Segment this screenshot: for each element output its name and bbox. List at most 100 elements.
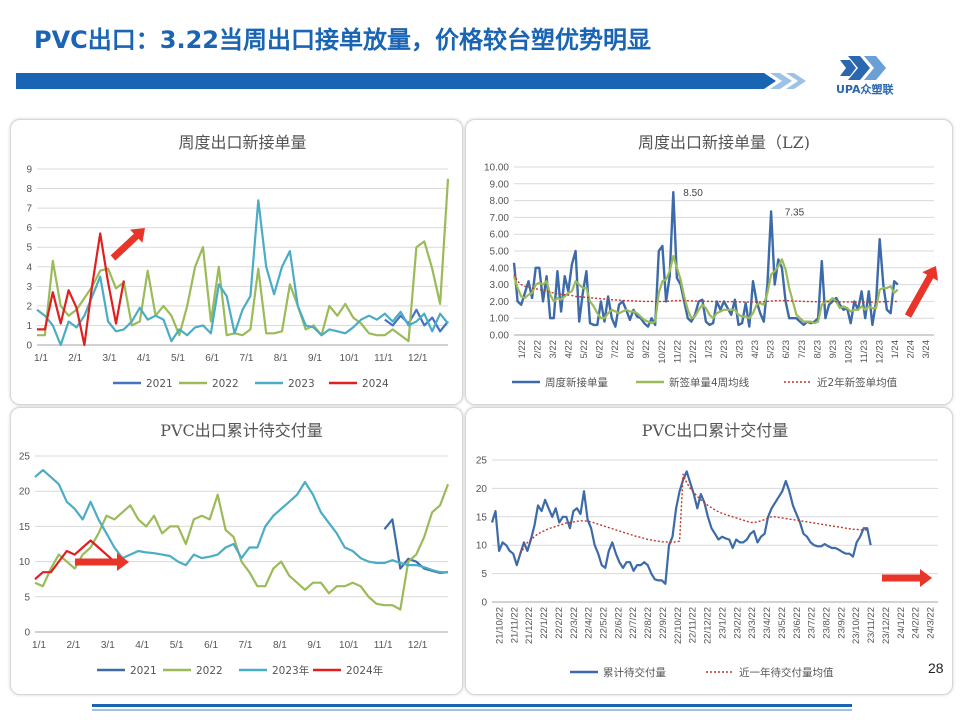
x-tick-label: 9/22	[641, 340, 652, 359]
x-tick-label: 23/12/22	[881, 607, 892, 644]
series-line-0	[384, 308, 449, 333]
x-tick-label: 23/8/22	[822, 607, 833, 639]
y-tick-label: 2.00	[490, 297, 510, 308]
x-tick-label: 22/5/22	[599, 607, 610, 639]
y-tick-label: 5.00	[490, 247, 510, 258]
x-tick-label: 1/1	[34, 353, 48, 364]
y-tick-label: 1	[26, 321, 32, 332]
x-tick-label: 22/7/22	[628, 607, 639, 639]
x-tick-label: 12/23	[875, 340, 886, 364]
x-tick-label: 4/1	[135, 640, 149, 651]
y-tick-label: 7	[26, 204, 32, 215]
x-tick-label: 3/22	[548, 340, 559, 359]
x-tick-label: 4/23	[750, 340, 761, 359]
chart-panel-cumulative-delivery: PVC出口累计交付量 0 5 10 15 20 25 21/10/22 21/11/22 21/1…	[465, 407, 953, 695]
upa-logo: UPA众塑联	[836, 56, 894, 96]
x-tick-label: 22/1/22	[539, 607, 550, 639]
legend-label: 近2年新签单均值	[817, 376, 898, 389]
y-tick-label: 20	[19, 487, 31, 498]
x-tick-label: 9/1	[307, 640, 321, 651]
y-tick-label: 25	[476, 456, 488, 467]
y-tick-label: 10	[19, 557, 31, 568]
x-tick-label: 21/10/22	[494, 607, 505, 644]
x-tick-label: 1/24	[890, 340, 901, 359]
x-tick-label: 22/4/22	[584, 607, 595, 639]
trend-arrow	[904, 266, 938, 318]
y-tick-label: 5	[26, 243, 32, 254]
y-tick-label: 15	[476, 512, 488, 523]
data-label: 8.50	[683, 188, 703, 199]
x-tick-label: 11/1	[374, 353, 393, 364]
pending-delivery-chart: PVC出口累计待交付量 0 5 10 15 20 25 1/1 2/1 3/1 4/1 5/1 6/1 7…	[19, 421, 450, 677]
y-tick-label: 5	[24, 592, 30, 603]
x-tick-label: 23/5/22	[777, 607, 788, 639]
legend-label: 新签单量4周均线	[669, 376, 750, 389]
chart-panel-weekly-orders-lz: 周度出口新接单量（LZ) 0.00 1.00 2.00 3.00 4.00 5.00 6.00…	[465, 119, 953, 405]
y-tick-label: 10	[476, 541, 488, 552]
x-tick-label: 22/6/22	[613, 607, 624, 639]
legend-label: 2021	[130, 665, 157, 677]
y-tick-label: 20	[476, 484, 488, 495]
x-tick-label: 9/1	[308, 353, 322, 364]
legend-label: 2024	[362, 378, 389, 390]
series-line-1	[34, 483, 450, 611]
series-line-1	[519, 473, 868, 555]
x-tick-label: 2/1	[68, 353, 82, 364]
x-tick-label: 22/9/22	[658, 607, 669, 639]
y-tick-label: 6	[26, 223, 32, 234]
x-tick-label: 24/1/22	[896, 607, 907, 639]
x-tick-label: 6/23	[781, 340, 792, 359]
x-tick-label: 8/22	[626, 340, 637, 359]
x-tick-label: 10/22	[657, 340, 668, 364]
trend-arrow	[75, 553, 129, 571]
x-tick-label: 12/1	[408, 353, 428, 364]
y-tick-label: 8.00	[490, 196, 510, 207]
slide-title: PVC出口：3.22当周出口接单放量，价格较台塑优势明显	[34, 26, 651, 54]
x-tick-label: 8/1	[274, 353, 288, 364]
chart-title: 周度出口新接单量	[178, 133, 306, 152]
x-tick-label: 11/1	[374, 640, 393, 651]
chart-title: PVC出口累计交付量	[642, 421, 789, 440]
series-line-0	[490, 470, 872, 585]
series-line-3	[37, 232, 125, 347]
y-tick-label: 0.00	[490, 331, 510, 342]
x-tick-label: 6/1	[205, 353, 219, 364]
series-line-2	[34, 468, 448, 574]
x-tick-label: 9/23	[828, 340, 839, 359]
x-tick-label: 22/12/22	[703, 607, 714, 644]
legend-label: 2021	[146, 378, 173, 390]
weekly-orders-chart: 周度出口新接单量 0 1 2 3 4 5 6 7 8 9 1/1 2/1 3/1 4/1 5/1 6/1 7/1 8…	[26, 133, 450, 390]
y-tick-label: 5	[481, 569, 487, 580]
chart-panel-weekly-orders: 周度出口新接单量 0 1 2 3 4 5 6 7 8 9 1/1 2/1 3/1 4/1 5/1 6/1 7/1 8…	[10, 119, 463, 405]
x-tick-label: 1/1	[32, 640, 46, 651]
legend-label: 2023年	[272, 664, 309, 677]
x-tick-label: 3/1	[103, 353, 117, 364]
x-tick-label: 12/1	[408, 640, 428, 651]
y-tick-label: 4.00	[490, 263, 510, 274]
y-tick-label: 3.00	[490, 280, 510, 291]
x-tick-label: 2/24	[906, 340, 917, 359]
trend-arrow	[110, 228, 145, 261]
x-tick-label: 2/22	[532, 340, 543, 359]
x-tick-label: 24/3/22	[926, 607, 937, 639]
x-tick-label: 7/23	[797, 340, 808, 359]
x-tick-label: 7/1	[240, 353, 254, 364]
x-tick-label: 6/1	[204, 640, 218, 651]
legend-label: 2022	[212, 378, 239, 390]
x-tick-label: 7/1	[239, 640, 253, 651]
x-tick-label: 7/22	[610, 340, 621, 359]
x-tick-label: 24/2/22	[911, 607, 922, 639]
x-tick-label: 11/22	[672, 340, 683, 363]
chart-panel-pending-delivery: PVC出口累计待交付量 0 5 10 15 20 25 1/1 2/1 3/1 4/1 5/1 6/1 7…	[10, 407, 463, 695]
cumulative-delivery-chart: PVC出口累计交付量 0 5 10 15 20 25 21/10/22 21/11/22 21/1…	[476, 421, 938, 679]
x-tick-label: 22/10/22	[673, 607, 684, 644]
x-tick-label: 6/22	[595, 340, 606, 359]
x-tick-label: 4/1	[137, 353, 151, 364]
x-tick-label: 8/23	[812, 340, 823, 359]
y-tick-label: 0	[24, 628, 30, 639]
series-line-1	[512, 254, 899, 325]
y-tick-label: 15	[19, 522, 31, 533]
x-tick-label: 11/23	[859, 340, 870, 363]
y-tick-label: 9.00	[490, 179, 510, 190]
chart-title: 周度出口新接单量（LZ)	[638, 133, 810, 152]
